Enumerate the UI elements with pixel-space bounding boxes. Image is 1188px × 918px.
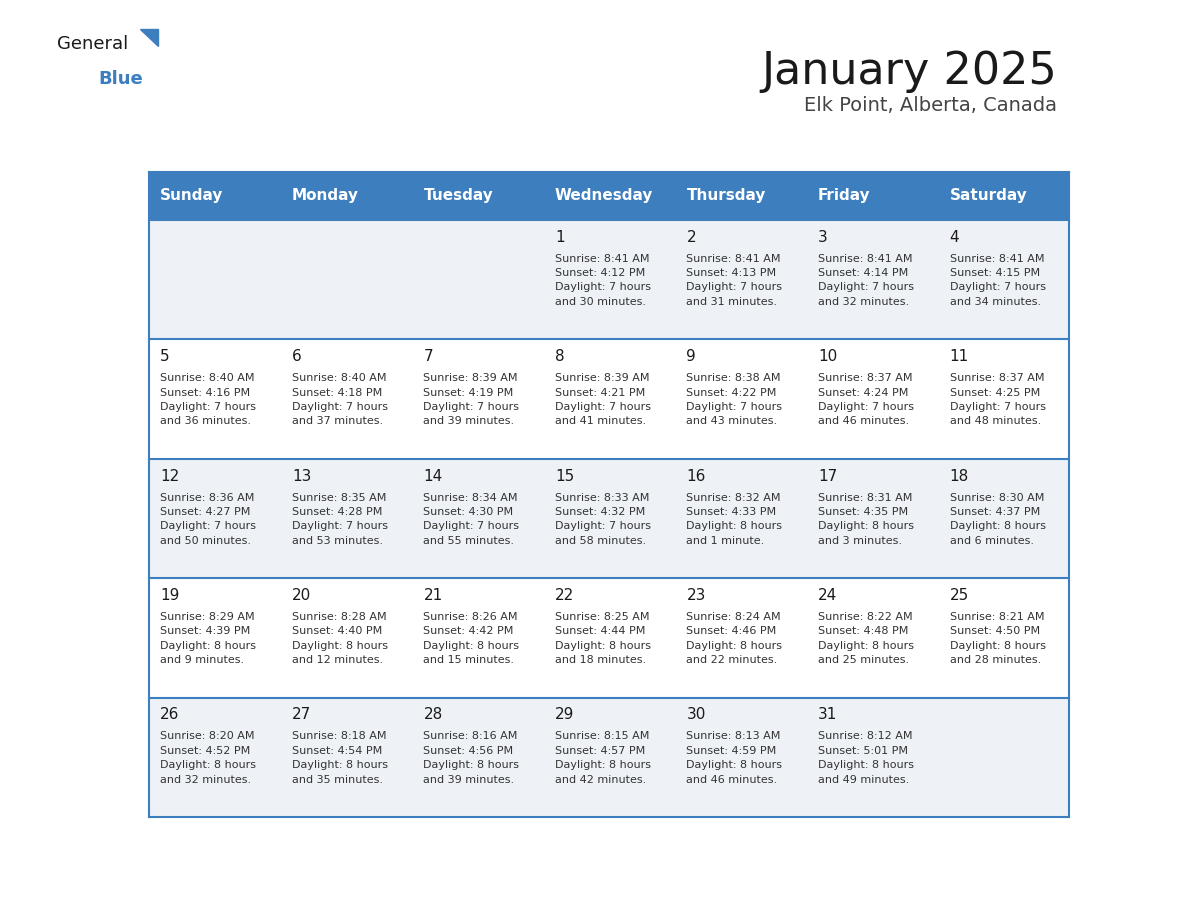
Text: Sunrise: 8:39 AM
Sunset: 4:19 PM
Daylight: 7 hours
and 39 minutes.: Sunrise: 8:39 AM Sunset: 4:19 PM Dayligh… <box>423 373 519 426</box>
Text: 28: 28 <box>423 708 443 722</box>
Text: Sunrise: 8:40 AM
Sunset: 4:18 PM
Daylight: 7 hours
and 37 minutes.: Sunrise: 8:40 AM Sunset: 4:18 PM Dayligh… <box>292 373 387 426</box>
Text: 5: 5 <box>160 349 170 364</box>
Text: Sunrise: 8:28 AM
Sunset: 4:40 PM
Daylight: 8 hours
and 12 minutes.: Sunrise: 8:28 AM Sunset: 4:40 PM Dayligh… <box>292 612 387 666</box>
Text: Sunrise: 8:22 AM
Sunset: 4:48 PM
Daylight: 8 hours
and 25 minutes.: Sunrise: 8:22 AM Sunset: 4:48 PM Dayligh… <box>819 612 914 666</box>
Text: Sunrise: 8:37 AM
Sunset: 4:24 PM
Daylight: 7 hours
and 46 minutes.: Sunrise: 8:37 AM Sunset: 4:24 PM Dayligh… <box>819 373 914 426</box>
Text: Sunrise: 8:25 AM
Sunset: 4:44 PM
Daylight: 8 hours
and 18 minutes.: Sunrise: 8:25 AM Sunset: 4:44 PM Dayligh… <box>555 612 651 666</box>
Text: Thursday: Thursday <box>687 188 766 203</box>
Text: 19: 19 <box>160 588 179 603</box>
Text: 11: 11 <box>949 349 968 364</box>
Text: Sunrise: 8:15 AM
Sunset: 4:57 PM
Daylight: 8 hours
and 42 minutes.: Sunrise: 8:15 AM Sunset: 4:57 PM Dayligh… <box>555 732 651 785</box>
Text: Sunrise: 8:41 AM
Sunset: 4:15 PM
Daylight: 7 hours
and 34 minutes.: Sunrise: 8:41 AM Sunset: 4:15 PM Dayligh… <box>949 253 1045 307</box>
Text: Sunrise: 8:39 AM
Sunset: 4:21 PM
Daylight: 7 hours
and 41 minutes.: Sunrise: 8:39 AM Sunset: 4:21 PM Dayligh… <box>555 373 651 426</box>
Bar <box>148 578 1069 698</box>
Text: Sunrise: 8:41 AM
Sunset: 4:13 PM
Daylight: 7 hours
and 31 minutes.: Sunrise: 8:41 AM Sunset: 4:13 PM Dayligh… <box>687 253 783 307</box>
Text: 1: 1 <box>555 230 564 244</box>
Text: 31: 31 <box>819 708 838 722</box>
Text: Sunrise: 8:16 AM
Sunset: 4:56 PM
Daylight: 8 hours
and 39 minutes.: Sunrise: 8:16 AM Sunset: 4:56 PM Dayligh… <box>423 732 519 785</box>
Text: Sunrise: 8:41 AM
Sunset: 4:12 PM
Daylight: 7 hours
and 30 minutes.: Sunrise: 8:41 AM Sunset: 4:12 PM Dayligh… <box>555 253 651 307</box>
Text: Sunrise: 8:30 AM
Sunset: 4:37 PM
Daylight: 8 hours
and 6 minutes.: Sunrise: 8:30 AM Sunset: 4:37 PM Dayligh… <box>949 493 1045 546</box>
Text: Sunrise: 8:18 AM
Sunset: 4:54 PM
Daylight: 8 hours
and 35 minutes.: Sunrise: 8:18 AM Sunset: 4:54 PM Dayligh… <box>292 732 387 785</box>
Text: Sunrise: 8:40 AM
Sunset: 4:16 PM
Daylight: 7 hours
and 36 minutes.: Sunrise: 8:40 AM Sunset: 4:16 PM Dayligh… <box>160 373 257 426</box>
Bar <box>148 219 1069 339</box>
Text: Sunrise: 8:37 AM
Sunset: 4:25 PM
Daylight: 7 hours
and 48 minutes.: Sunrise: 8:37 AM Sunset: 4:25 PM Dayligh… <box>949 373 1045 426</box>
Text: 18: 18 <box>949 468 968 484</box>
Text: 12: 12 <box>160 468 179 484</box>
Text: Elk Point, Alberta, Canada: Elk Point, Alberta, Canada <box>804 96 1057 116</box>
Text: Sunrise: 8:36 AM
Sunset: 4:27 PM
Daylight: 7 hours
and 50 minutes.: Sunrise: 8:36 AM Sunset: 4:27 PM Dayligh… <box>160 493 257 546</box>
Bar <box>148 172 1069 219</box>
Text: 21: 21 <box>423 588 443 603</box>
Text: Sunrise: 8:20 AM
Sunset: 4:52 PM
Daylight: 8 hours
and 32 minutes.: Sunrise: 8:20 AM Sunset: 4:52 PM Dayligh… <box>160 732 257 785</box>
Text: 4: 4 <box>949 230 959 244</box>
Text: Sunrise: 8:32 AM
Sunset: 4:33 PM
Daylight: 8 hours
and 1 minute.: Sunrise: 8:32 AM Sunset: 4:33 PM Dayligh… <box>687 493 783 546</box>
Text: Monday: Monday <box>292 188 359 203</box>
Text: 14: 14 <box>423 468 443 484</box>
Bar <box>148 339 1069 459</box>
Text: 23: 23 <box>687 588 706 603</box>
Text: Saturday: Saturday <box>949 188 1028 203</box>
Text: Sunrise: 8:26 AM
Sunset: 4:42 PM
Daylight: 8 hours
and 15 minutes.: Sunrise: 8:26 AM Sunset: 4:42 PM Dayligh… <box>423 612 519 666</box>
Text: 7: 7 <box>423 349 432 364</box>
Text: 16: 16 <box>687 468 706 484</box>
Text: 25: 25 <box>949 588 968 603</box>
Text: Sunrise: 8:31 AM
Sunset: 4:35 PM
Daylight: 8 hours
and 3 minutes.: Sunrise: 8:31 AM Sunset: 4:35 PM Dayligh… <box>819 493 914 546</box>
Text: Sunrise: 8:33 AM
Sunset: 4:32 PM
Daylight: 7 hours
and 58 minutes.: Sunrise: 8:33 AM Sunset: 4:32 PM Dayligh… <box>555 493 651 546</box>
Text: 22: 22 <box>555 588 574 603</box>
Text: 6: 6 <box>292 349 302 364</box>
Text: 24: 24 <box>819 588 838 603</box>
Text: Blue: Blue <box>99 70 144 88</box>
Text: 13: 13 <box>292 468 311 484</box>
Text: 2: 2 <box>687 230 696 244</box>
Text: Sunrise: 8:41 AM
Sunset: 4:14 PM
Daylight: 7 hours
and 32 minutes.: Sunrise: 8:41 AM Sunset: 4:14 PM Dayligh… <box>819 253 914 307</box>
Text: Sunrise: 8:13 AM
Sunset: 4:59 PM
Daylight: 8 hours
and 46 minutes.: Sunrise: 8:13 AM Sunset: 4:59 PM Dayligh… <box>687 732 783 785</box>
Bar <box>148 459 1069 578</box>
Text: 20: 20 <box>292 588 311 603</box>
Text: Tuesday: Tuesday <box>423 188 493 203</box>
Text: 29: 29 <box>555 708 574 722</box>
Text: 3: 3 <box>819 230 828 244</box>
Text: 9: 9 <box>687 349 696 364</box>
Text: Sunrise: 8:35 AM
Sunset: 4:28 PM
Daylight: 7 hours
and 53 minutes.: Sunrise: 8:35 AM Sunset: 4:28 PM Dayligh… <box>292 493 387 546</box>
Text: January 2025: January 2025 <box>762 50 1057 94</box>
Text: 15: 15 <box>555 468 574 484</box>
Text: Wednesday: Wednesday <box>555 188 653 203</box>
Text: Sunrise: 8:29 AM
Sunset: 4:39 PM
Daylight: 8 hours
and 9 minutes.: Sunrise: 8:29 AM Sunset: 4:39 PM Dayligh… <box>160 612 257 666</box>
Text: 17: 17 <box>819 468 838 484</box>
Text: Sunrise: 8:21 AM
Sunset: 4:50 PM
Daylight: 8 hours
and 28 minutes.: Sunrise: 8:21 AM Sunset: 4:50 PM Dayligh… <box>949 612 1045 666</box>
Text: Sunday: Sunday <box>160 188 223 203</box>
Text: Friday: Friday <box>819 188 871 203</box>
Text: 8: 8 <box>555 349 564 364</box>
Text: Sunrise: 8:24 AM
Sunset: 4:46 PM
Daylight: 8 hours
and 22 minutes.: Sunrise: 8:24 AM Sunset: 4:46 PM Dayligh… <box>687 612 783 666</box>
Text: Sunrise: 8:12 AM
Sunset: 5:01 PM
Daylight: 8 hours
and 49 minutes.: Sunrise: 8:12 AM Sunset: 5:01 PM Dayligh… <box>819 732 914 785</box>
Text: 30: 30 <box>687 708 706 722</box>
Bar <box>148 698 1069 817</box>
Text: Sunrise: 8:38 AM
Sunset: 4:22 PM
Daylight: 7 hours
and 43 minutes.: Sunrise: 8:38 AM Sunset: 4:22 PM Dayligh… <box>687 373 783 426</box>
Text: 26: 26 <box>160 708 179 722</box>
Text: General: General <box>57 35 128 53</box>
Text: 10: 10 <box>819 349 838 364</box>
Text: Sunrise: 8:34 AM
Sunset: 4:30 PM
Daylight: 7 hours
and 55 minutes.: Sunrise: 8:34 AM Sunset: 4:30 PM Dayligh… <box>423 493 519 546</box>
Text: 27: 27 <box>292 708 311 722</box>
